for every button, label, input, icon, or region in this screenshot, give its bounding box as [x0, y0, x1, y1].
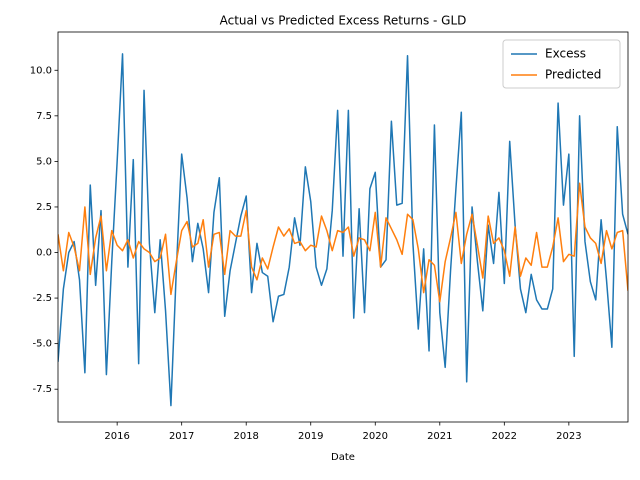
y-tick-label: 10.0 [30, 65, 52, 76]
y-tick-label: -7.5 [32, 384, 52, 395]
x-tick-label: 2019 [298, 431, 323, 442]
x-tick-label: 2022 [492, 431, 517, 442]
x-tick-label: 2017 [169, 431, 194, 442]
legend-box [502, 39, 621, 89]
x-tick-label: 2016 [104, 431, 129, 442]
x-tick-label: 2021 [427, 431, 452, 442]
y-tick-label: 2.5 [36, 202, 52, 213]
data-line [58, 53, 628, 407]
x-tick-label: 2020 [363, 431, 388, 442]
y-tick-label: 7.5 [36, 111, 52, 122]
y-tick-label: -2.5 [32, 293, 52, 304]
x-axis-label: Date [331, 452, 355, 463]
plot-frame [57, 31, 629, 423]
legend-label: Excess [545, 47, 586, 61]
x-tick-label: 2018 [233, 431, 258, 442]
y-tick-label: 5.0 [36, 156, 52, 167]
y-tick-label: 0.0 [36, 248, 52, 259]
chart-title: Actual vs Predicted Excess Returns - GLD [220, 14, 467, 28]
x-tick-label: 2023 [556, 431, 581, 442]
y-tick-label: -5.0 [32, 339, 52, 350]
legend-label: Predicted [545, 68, 601, 82]
data-line [58, 182, 628, 303]
